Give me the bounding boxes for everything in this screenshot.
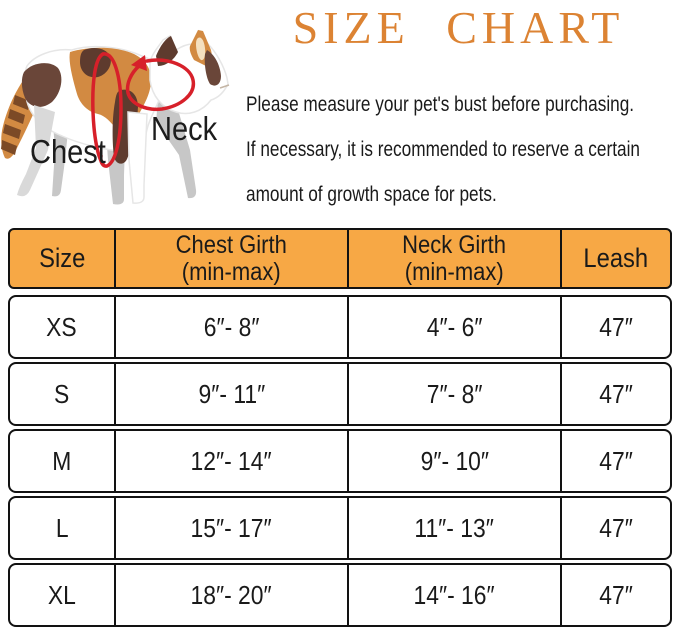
cell-leash: 47″ <box>559 297 670 357</box>
header-cell-leash: Leash <box>559 230 670 287</box>
header-cell-chest-girth: Chest Girth (min-max) <box>113 230 348 287</box>
intro-line: amount of growth space for pets. <box>246 183 497 206</box>
table-row-xs: XS 6″- 8″ 4″- 6″ 47″ <box>8 295 672 359</box>
table-row-l: L 15″- 17″ 11″- 13″ 47″ <box>8 496 672 560</box>
header-label: Size <box>38 243 85 274</box>
cell-size: XL <box>47 579 76 610</box>
cell-neck-girth: 7″- 8″ <box>347 364 560 424</box>
cell-size: XS <box>46 311 78 342</box>
cell-chest-girth: 6″- 8″ <box>113 297 348 357</box>
chest-label: Chest <box>30 133 106 170</box>
header-label: Neck Girth <box>402 231 507 260</box>
header-label: Chest Girth <box>175 231 288 260</box>
header-sublabel: (min-max) <box>181 257 281 286</box>
page-title: SIZE CHART <box>292 2 625 53</box>
cell-chest-girth: 18″- 20″ <box>113 565 348 625</box>
cell-chest-girth: 9″- 11″ <box>113 364 348 424</box>
cell-size: M <box>52 445 72 476</box>
intro-line: If necessary, it is recommended to reser… <box>246 138 640 161</box>
table-row-m: M 12″- 14″ 9″- 10″ 47″ <box>8 429 672 493</box>
cell-leash: 47″ <box>559 364 670 424</box>
chest-measure-loop <box>91 52 123 168</box>
cell-leash: 47″ <box>559 565 670 625</box>
cell-neck-girth: 4″- 6″ <box>347 297 560 357</box>
intro-text: Please measure your pet's bust before pu… <box>246 82 679 217</box>
cell-leash: 47″ <box>559 498 670 558</box>
cell-neck-girth: 11″- 13″ <box>347 498 560 558</box>
cell-chest-girth: 15″- 17″ <box>113 498 348 558</box>
header-sublabel: (min-max) <box>404 257 504 286</box>
cell-neck-girth: 9″- 10″ <box>347 431 560 491</box>
header-label: Leash <box>583 243 649 274</box>
table-row-s: S 9″- 11″ 7″- 8″ 47″ <box>8 362 672 426</box>
cell-size: L <box>55 512 69 543</box>
cell-leash: 47″ <box>559 431 670 491</box>
intro-line: Please measure your pet's bust before pu… <box>246 93 635 116</box>
cell-size: S <box>54 378 70 409</box>
cat-near-legs <box>17 105 148 204</box>
cell-neck-girth: 14″- 16″ <box>347 565 560 625</box>
cat-measurement-diagram: Chest Neck <box>1 29 230 205</box>
size-table-header: Size Chest Girth (min-max) Neck Girth (m… <box>8 228 672 289</box>
cat-head-patches <box>156 30 230 89</box>
neck-measure-loop <box>125 55 196 112</box>
table-row-xl: XL 18″- 20″ 14″- 16″ 47″ <box>8 563 672 627</box>
header-cell-size: Size <box>10 230 114 287</box>
header-cell-neck-girth: Neck Girth (min-max) <box>347 230 560 287</box>
size-table: Size Chest Girth (min-max) Neck Girth (m… <box>8 228 672 627</box>
cell-chest-girth: 12″- 14″ <box>113 431 348 491</box>
neck-label: Neck <box>151 110 218 147</box>
